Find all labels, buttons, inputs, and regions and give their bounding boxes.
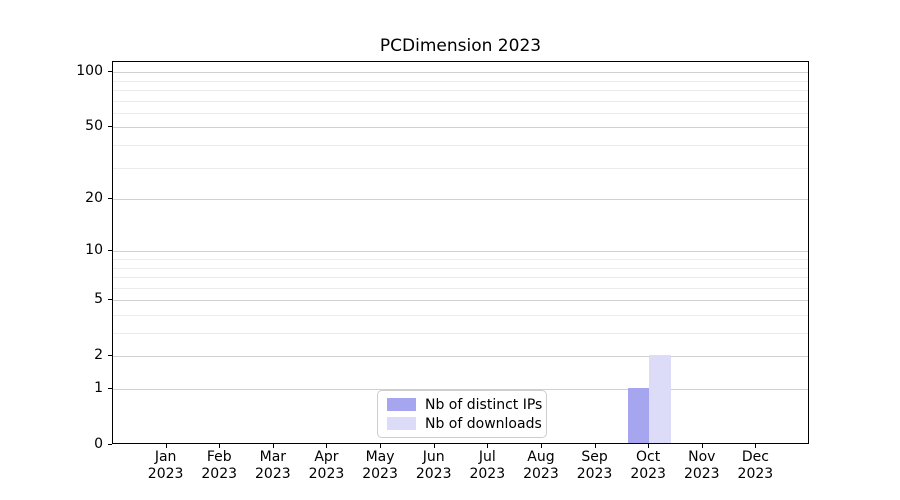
x-tick-label-feb: Feb 2023 — [201, 449, 238, 482]
y-tick-label: 2 — [94, 347, 103, 364]
gridline-minor — [113, 259, 808, 260]
bar-nb-of-distinct-ips-oct — [627, 388, 650, 443]
gridline-minor — [113, 267, 808, 269]
gridline-minor — [113, 333, 808, 335]
x-tick — [594, 444, 596, 448]
x-tick — [272, 444, 274, 448]
gridline-minor — [113, 100, 808, 102]
x-tick — [755, 444, 757, 448]
y-tick — [108, 71, 112, 73]
y-tick-label: 50 — [85, 118, 103, 135]
y-tick — [108, 355, 112, 357]
x-tick-label-jun: Jun 2023 — [415, 449, 452, 482]
y-tick-label: 1 — [94, 380, 103, 396]
y-tick-label: 10 — [85, 242, 103, 259]
x-tick — [487, 444, 489, 448]
x-tick-label-aug: Aug 2023 — [523, 449, 559, 482]
x-tick-label-dec: Dec 2023 — [737, 449, 774, 482]
gridline-minor — [113, 90, 808, 92]
legend-swatch-distinct-ips — [387, 398, 416, 411]
y-tick — [108, 126, 112, 128]
y-tick — [108, 388, 112, 389]
y-tick-label: 20 — [85, 190, 103, 207]
gridline-minor — [113, 145, 808, 147]
gridline-minor — [113, 314, 808, 316]
legend-item-distinct-ips: Nb of distinct IPs — [378, 395, 546, 414]
x-tick-label-may: May 2023 — [362, 449, 398, 482]
legend-swatch-downloads — [387, 417, 416, 430]
gridline-minor — [113, 167, 808, 169]
x-tick-label-oct: Oct 2023 — [630, 449, 666, 482]
legend-label-distinct-ips: Nb of distinct IPs — [425, 396, 543, 413]
gridline-minor — [113, 112, 808, 114]
x-tick — [540, 444, 542, 448]
y-tick — [108, 444, 112, 445]
y-tick-label: 100 — [76, 63, 103, 80]
y-tick — [108, 250, 112, 252]
x-tick-label-sep: Sep 2023 — [576, 449, 613, 482]
x-tick — [219, 444, 221, 448]
x-tick — [648, 444, 650, 448]
bar-nb-of-downloads-oct — [649, 355, 671, 443]
x-tick — [433, 444, 435, 448]
y-tick — [108, 299, 112, 301]
gridline-major — [113, 389, 808, 390]
x-tick — [326, 444, 328, 448]
y-tick — [108, 198, 112, 200]
plot-area — [112, 61, 809, 444]
x-tick — [380, 444, 382, 448]
gridline-minor — [113, 277, 808, 279]
gridline-minor — [113, 80, 808, 82]
y-tick-label: 0 — [94, 436, 103, 452]
gridline-major — [113, 199, 808, 201]
chart-title: PCDimension 2023 — [379, 36, 542, 56]
gridline-major — [113, 127, 808, 129]
x-tick — [165, 444, 167, 448]
gridline-major — [113, 72, 808, 74]
gridline-major — [113, 356, 808, 358]
gridline-minor — [113, 287, 808, 289]
x-tick-label-jul: Jul 2023 — [469, 449, 506, 482]
legend: Nb of distinct IPs Nb of downloads — [377, 390, 547, 438]
legend-item-downloads: Nb of downloads — [378, 414, 546, 433]
x-tick-label-mar: Mar 2023 — [255, 449, 291, 482]
gridline-major — [113, 251, 808, 253]
x-tick-label-apr: Apr 2023 — [308, 449, 345, 482]
y-tick-label: 5 — [94, 291, 103, 308]
legend-label-downloads: Nb of downloads — [425, 415, 542, 432]
x-tick-label-nov: Nov 2023 — [683, 449, 720, 482]
x-tick-label-jan: Jan 2023 — [147, 449, 184, 482]
gridline-major — [113, 300, 808, 302]
x-tick — [701, 444, 703, 448]
